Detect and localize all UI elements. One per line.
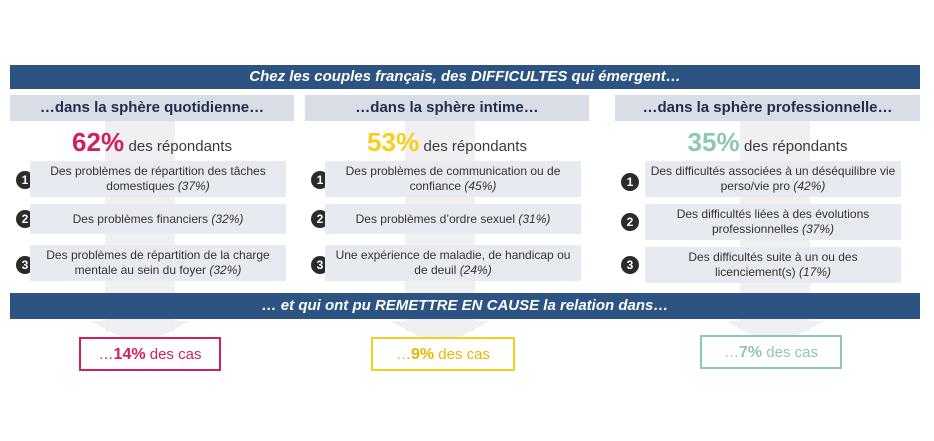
item-text: Des problèmes de répartition des tâches … <box>50 164 266 193</box>
item-text: Des difficultés liées à des évolutions p… <box>676 207 870 236</box>
percent-suffix: des répondants <box>744 138 848 155</box>
result-box-intimate: …9% des cas <box>371 337 515 371</box>
number-badge-2: 2 <box>311 210 329 228</box>
number-badge-2: 2 <box>621 213 639 231</box>
item-text: Des problèmes financiers <box>72 211 209 226</box>
item-detail: (31%) <box>518 211 551 226</box>
number-badge-2: 2 <box>16 210 34 228</box>
difficulty-item: Des problèmes de communication ou de con… <box>325 161 581 197</box>
result-value: 9% <box>411 346 435 363</box>
item-text: Des difficultés suite à un ou des licenc… <box>688 250 858 279</box>
item-text: Une expérience de maladie, de handicap o… <box>335 248 571 277</box>
result-box-daily: …14% des cas <box>79 337 221 371</box>
top-banner: Chez les couples français, des DIFFICULT… <box>10 65 920 89</box>
result-prefix: … <box>396 346 411 363</box>
result-box-professional: …7% des cas <box>700 335 842 369</box>
percent-line: 35% des répondants <box>615 125 920 159</box>
difficulty-item: Une expérience de maladie, de handicap o… <box>325 245 581 281</box>
difficulty-item: Des difficultés suite à un ou des licenc… <box>645 247 901 283</box>
result-suffix: des cas <box>149 346 202 363</box>
item-detail: (24%) <box>459 263 492 277</box>
item-text: Des difficultés associées à un déséquili… <box>650 164 896 193</box>
percent-value: 62% <box>72 127 125 157</box>
percent-suffix: des répondants <box>128 138 232 155</box>
mid-banner: … et qui ont pu REMETTRE EN CAUSE la rel… <box>10 293 920 319</box>
number-badge-3: 3 <box>16 256 34 274</box>
percent-value: 35% <box>687 127 740 157</box>
item-text: Des problèmes de communication ou de con… <box>345 164 561 193</box>
percent-suffix: des répondants <box>423 138 527 155</box>
column-header: …dans la sphère professionnelle… <box>615 95 920 121</box>
result-prefix: … <box>98 346 114 363</box>
column-professional: …dans la sphère professionnelle… 35% des… <box>615 95 920 283</box>
result-value: 7% <box>739 344 763 361</box>
result-suffix: des cas <box>438 346 490 363</box>
item-detail: (37%) <box>177 179 210 193</box>
difficulty-item: Des difficultés liées à des évolutions p… <box>645 204 901 240</box>
difficulty-item: Des problèmes de répartition de la charg… <box>30 245 286 281</box>
item-detail: (45%) <box>464 179 497 193</box>
difficulty-item: Des problèmes de répartition des tâches … <box>30 161 286 197</box>
column-header: …dans la sphère intime… <box>305 95 589 121</box>
percent-line: 62% des répondants <box>10 125 294 159</box>
number-badge-1: 1 <box>621 173 639 191</box>
difficulty-item: Des problèmes financiers (32%) <box>30 204 286 234</box>
column-daily: …dans la sphère quotidienne… 62% des rép… <box>10 95 294 281</box>
result-prefix: … <box>724 344 739 361</box>
difficulty-item: Des problèmes d’ordre sexuel (31%) <box>325 204 581 234</box>
number-badge-1: 1 <box>16 171 34 189</box>
column-header: …dans la sphère quotidienne… <box>10 95 294 121</box>
difficulty-item: Des difficultés associées à un déséquili… <box>645 161 901 197</box>
result-value: 14% <box>113 346 146 363</box>
number-badge-1: 1 <box>311 171 329 189</box>
result-suffix: des cas <box>766 344 818 361</box>
column-intimate: …dans la sphère intime… 53% des répondan… <box>305 95 589 281</box>
percent-line: 53% des répondants <box>305 125 589 159</box>
number-badge-3: 3 <box>621 256 639 274</box>
item-detail: (32%) <box>211 211 244 226</box>
item-detail: (37%) <box>802 222 835 236</box>
percent-value: 53% <box>367 127 420 157</box>
item-text: Des problèmes d’ordre sexuel <box>355 211 516 226</box>
item-detail: (32%) <box>209 263 242 277</box>
number-badge-3: 3 <box>311 256 329 274</box>
item-text: Des problèmes de répartition de la charg… <box>46 248 270 277</box>
item-detail: (17%) <box>799 265 832 279</box>
item-detail: (42%) <box>793 179 826 193</box>
